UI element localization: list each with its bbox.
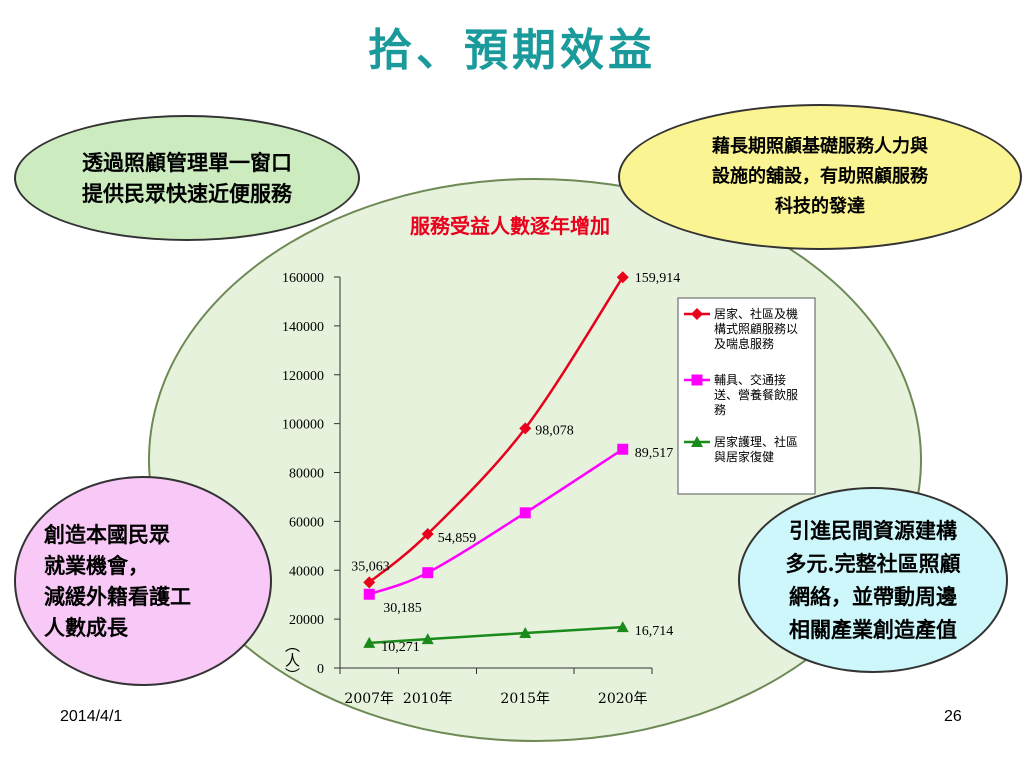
bubble-text-line: 藉長期照顧基礎服務人力與 — [712, 136, 928, 157]
bubble-text-line: 網絡，並帶動周邊 — [789, 584, 957, 609]
y-tick-label: 20000 — [289, 613, 324, 628]
slide-title: 拾、預期效益 — [368, 25, 656, 76]
series-line — [368, 276, 624, 584]
data-point — [363, 576, 376, 589]
data-label: 98,078 — [535, 423, 574, 438]
data-point — [421, 633, 434, 645]
x-tick-label: 2007年 — [344, 691, 394, 707]
legend-swatch-marker — [691, 436, 703, 447]
bubble-text-line: 相關產業創造產值 — [789, 617, 957, 642]
y-tick-label: 160000 — [282, 271, 324, 286]
slide-page-number: 26 — [944, 708, 962, 725]
data-label: 159,914 — [635, 271, 681, 286]
y-axis-label: （人） — [283, 638, 301, 683]
slide-date: 2014/4/1 — [60, 708, 123, 725]
y-tick-label: 120000 — [282, 369, 324, 384]
legend-label: 送、營養餐飲服 — [714, 387, 798, 402]
data-point — [616, 621, 629, 633]
data-point — [363, 588, 375, 600]
bubble-employment: 創造本國民眾 就業機會， 減緩外籍看護工 人數成長 — [14, 476, 272, 686]
bubble-text-line: 設施的舖設，有助照顧服務 — [712, 166, 928, 187]
x-tick-label: 2015年 — [500, 691, 550, 707]
data-point — [519, 507, 531, 519]
data-point — [421, 527, 434, 540]
bubble-text-line: 人數成長 — [44, 615, 128, 640]
data-label: 54,859 — [438, 531, 477, 546]
legend-swatch-marker — [691, 374, 703, 386]
bubble-text-line: 科技的發達 — [775, 196, 865, 217]
data-label: 16,714 — [635, 624, 674, 639]
data-point — [519, 422, 532, 435]
legend-label: 與居家復健 — [714, 449, 774, 464]
data-point — [617, 443, 629, 455]
bubble-single-window: 透過照顧管理單一窗口 提供民眾快速近便服務 — [14, 115, 360, 241]
legend-label: 構式照顧服務以 — [714, 321, 798, 336]
y-tick-label: 40000 — [289, 564, 324, 579]
data-point — [363, 636, 376, 648]
data-label: 10,271 — [381, 640, 420, 655]
bubble-text-line: 引進民間資源建構 — [789, 518, 957, 543]
legend-box — [677, 297, 816, 495]
data-label: 30,185 — [383, 601, 422, 616]
bubble-text-line: 多元.完整社區照顧 — [785, 551, 961, 576]
legend-label: 輔具、交通接 — [714, 372, 786, 387]
chart-title: 服務受益人數逐年增加 — [410, 214, 610, 238]
x-tick-label: 2020年 — [598, 691, 648, 707]
y-tick-label: 100000 — [282, 418, 324, 433]
bubble-text-line: 創造本國民眾 — [44, 522, 170, 547]
data-point — [616, 271, 629, 284]
series-line — [369, 625, 623, 645]
legend-label: 務 — [714, 403, 726, 417]
data-point — [519, 627, 532, 639]
bubble-tech-development: 藉長期照顧基礎服務人力與 設施的舖設，有助照顧服務 科技的發達 — [618, 104, 1022, 250]
legend-label: 居家、社區及機 — [714, 306, 798, 321]
y-tick-label: 140000 — [282, 320, 324, 335]
series-line — [368, 448, 624, 596]
data-label: 89,517 — [635, 446, 674, 461]
data-label: 35,063 — [351, 559, 390, 574]
bubble-text-line: 就業機會， — [44, 553, 149, 578]
legend-label: 居家護理、社區 — [714, 434, 798, 449]
bubble-text-line: 透過照顧管理單一窗口 — [82, 150, 292, 175]
bubble-private-resources: 引進民間資源建構 多元.完整社區照顧 網絡，並帶動周邊 相關產業創造產值 — [738, 487, 1008, 673]
legend-label: 及喘息服務 — [714, 336, 774, 351]
bubble-text-line: 提供民眾快速近便服務 — [82, 181, 292, 206]
y-tick-label: 60000 — [289, 515, 324, 530]
bubble-text-line: 減緩外籍看護工 — [44, 584, 191, 609]
legend-swatch-marker — [691, 308, 703, 320]
y-tick-label: 0 — [317, 662, 324, 677]
data-point — [422, 567, 434, 579]
x-tick-label: 2010年 — [403, 691, 453, 707]
y-tick-label: 80000 — [289, 467, 324, 482]
